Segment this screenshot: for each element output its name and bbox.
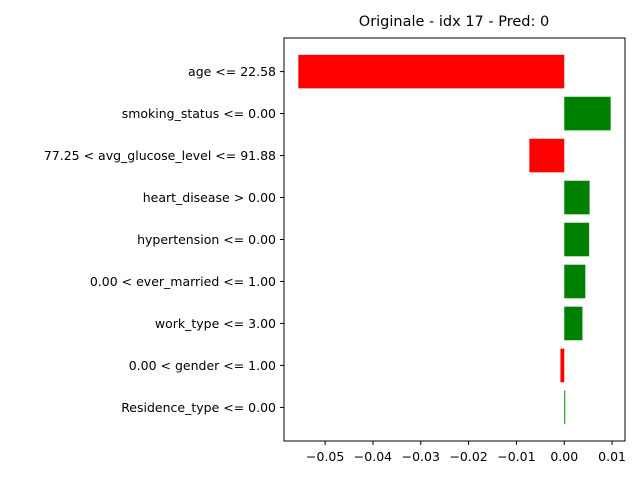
x-tick-label: −0.01 bbox=[497, 449, 535, 464]
bar bbox=[564, 180, 590, 215]
bar bbox=[560, 348, 565, 383]
x-axis-ticks: −0.05 −0.04 −0.03 −0.02 −0.01 0.00 0.01 bbox=[306, 441, 626, 464]
bar bbox=[564, 306, 583, 341]
bar bbox=[564, 222, 590, 257]
bars-layer bbox=[298, 54, 611, 425]
y-tick-label: 0.00 < gender <= 1.00 bbox=[129, 358, 276, 373]
y-tick-label: age <= 22.58 bbox=[188, 64, 276, 79]
bar bbox=[564, 390, 566, 425]
y-tick-label: work_type <= 3.00 bbox=[155, 316, 276, 331]
x-tick-label: 0.00 bbox=[550, 449, 578, 464]
bar bbox=[564, 96, 611, 131]
y-tick-label: hypertension <= 0.00 bbox=[137, 232, 276, 247]
x-tick-label: −0.03 bbox=[402, 449, 440, 464]
y-axis-ticks: age <= 22.58 smoking_status <= 0.00 77.25 … bbox=[44, 64, 284, 415]
x-tick-label: 0.01 bbox=[598, 449, 626, 464]
y-tick-label: Residence_type <= 0.00 bbox=[121, 400, 276, 415]
y-tick-label: 77.25 < avg_glucose_level <= 91.88 bbox=[44, 148, 276, 163]
x-tick-label: −0.04 bbox=[354, 449, 392, 464]
bar bbox=[298, 54, 565, 89]
bar bbox=[529, 138, 565, 173]
x-tick-label: −0.02 bbox=[449, 449, 487, 464]
plot-frame bbox=[283, 37, 626, 442]
chart-title: Originale - idx 17 - Pred: 0 bbox=[359, 14, 549, 30]
y-tick-label: 0.00 < ever_married <= 1.00 bbox=[90, 274, 276, 289]
y-tick-label: smoking_status <= 0.00 bbox=[122, 106, 276, 121]
y-tick-label: heart_disease > 0.00 bbox=[143, 190, 276, 205]
x-tick-label: −0.05 bbox=[306, 449, 344, 464]
bar bbox=[564, 264, 586, 299]
